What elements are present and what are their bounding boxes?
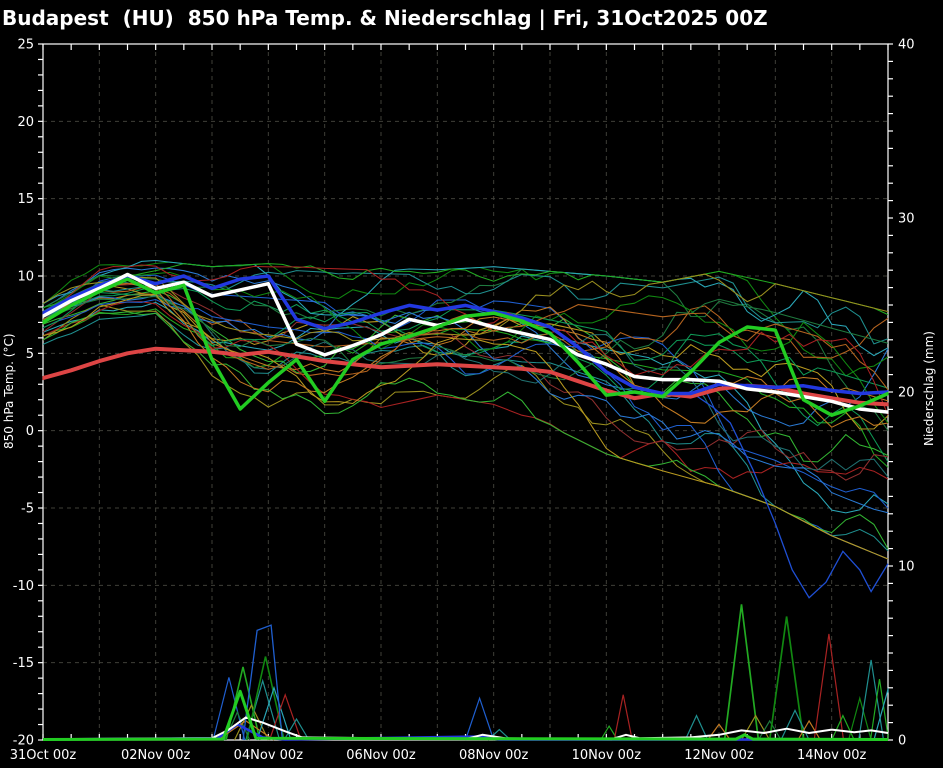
date-tick-label: 12Nov 00z — [684, 748, 754, 763]
temp-tick-label: 25 — [17, 38, 34, 53]
precip-spike — [723, 604, 760, 741]
ensemble-member-line — [42, 312, 889, 552]
mean-precip-line — [42, 716, 889, 741]
date-tick-label: 31Oct 00z — [10, 748, 77, 763]
temp-tick-label: -5 — [21, 502, 34, 517]
temp-tick-label: 15 — [17, 192, 34, 207]
precip-spike — [242, 624, 284, 741]
ensemble-member-line — [42, 263, 889, 316]
precip-spike — [233, 703, 269, 741]
temp-tick-label: 20 — [17, 115, 34, 130]
control-run-line — [42, 274, 889, 396]
ensemble-mean-line — [42, 272, 889, 414]
precip-tick-label: 10 — [898, 560, 915, 575]
chart-title: Budapest (HU) 850 hPa Temp. & Niederschl… — [2, 6, 768, 30]
date-tick-label: 02Nov 00z — [121, 748, 191, 763]
precip-spike — [684, 714, 709, 741]
tick-labels: 25 20 15 10 5 0 -5 -10 -15 -20 40 30 20 10 0 31Oct 00z 0… — [10, 38, 915, 764]
precip-spike — [813, 633, 845, 741]
date-tick-label: 06Nov 00z — [346, 748, 416, 763]
precip-spike — [246, 656, 285, 741]
ensemble-member-line — [42, 273, 889, 342]
precip-spike — [873, 687, 889, 741]
operational-precip-line — [42, 689, 889, 741]
precip-spike — [268, 692, 302, 741]
temp-tick-label: 10 — [17, 270, 34, 285]
ensemble-member-line — [42, 285, 889, 430]
temp-tick-label: 0 — [26, 424, 34, 439]
precip-spike — [780, 709, 810, 741]
date-tick-label: 14Nov 00z — [797, 748, 867, 763]
ensemble-member-line — [42, 304, 889, 560]
ensemble-member-line — [42, 279, 889, 478]
precip-tick-label: 0 — [898, 734, 906, 749]
temp-tick-label: -10 — [13, 579, 34, 594]
precip-spikes — [212, 604, 889, 741]
precip-tick-label: 40 — [898, 38, 915, 53]
ensemble-member-line — [42, 301, 889, 514]
precip-spike — [613, 694, 633, 741]
temp-tick-label: 5 — [26, 347, 34, 362]
precip-spike — [768, 616, 805, 741]
precip-spike — [212, 677, 246, 741]
precip-tick-label: 20 — [898, 386, 915, 401]
precip-spike — [797, 719, 821, 741]
precip-spike — [858, 659, 885, 741]
ensemble-members — [42, 259, 889, 560]
precip-spike — [848, 695, 872, 741]
operational-run-line — [42, 277, 889, 417]
cold-outlier-line — [690, 391, 889, 599]
ensemble-member-line — [42, 287, 889, 359]
precip-spike — [869, 679, 889, 741]
precip-tick-label: 30 — [898, 212, 915, 227]
ensemble-member-line — [42, 282, 889, 481]
date-tick-label: 10Nov 00z — [572, 748, 642, 763]
ensemble-member-line — [42, 295, 889, 381]
temp-tick-label: -15 — [13, 656, 34, 671]
plot-data — [42, 259, 889, 741]
temp-tick-label: -20 — [13, 734, 34, 749]
precip-spike — [464, 696, 495, 741]
date-tick-label: 04Nov 00z — [234, 748, 304, 763]
date-tick-label: 08Nov 00z — [459, 748, 529, 763]
ensemble-member-line — [42, 282, 889, 424]
